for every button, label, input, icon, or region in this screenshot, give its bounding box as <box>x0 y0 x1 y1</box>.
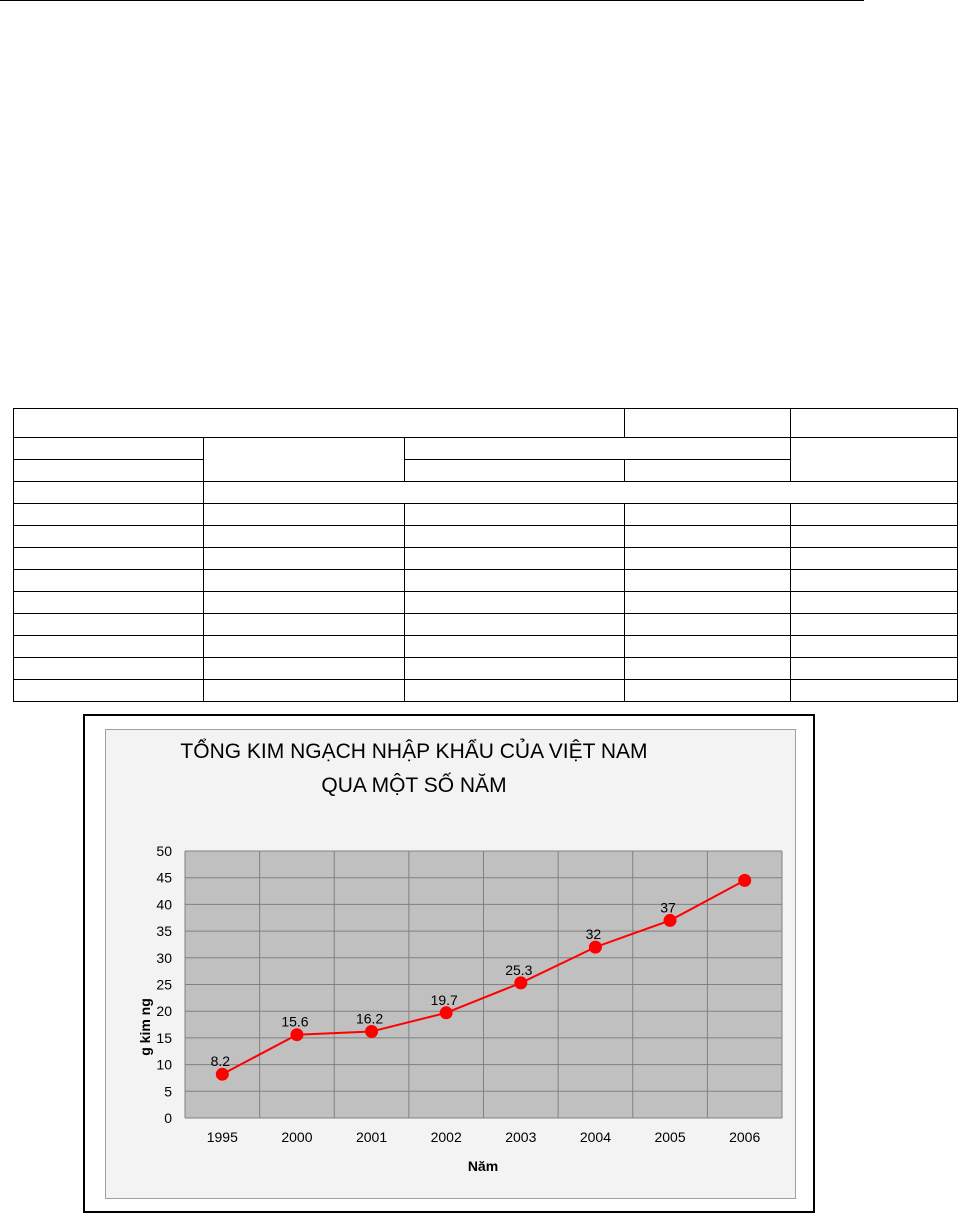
data-point <box>439 1006 453 1020</box>
x-tick-label: 2004 <box>580 1129 611 1145</box>
grid-lines <box>184 850 783 1119</box>
table-row <box>13 525 958 548</box>
y-tick-label: 40 <box>156 896 172 912</box>
table-cell <box>624 459 792 482</box>
y-tick-label: 45 <box>156 870 172 886</box>
data-point <box>215 1067 229 1081</box>
data-label: 19.7 <box>431 992 458 1008</box>
data-label: 8.2 <box>211 1053 231 1069</box>
y-tick-label: 50 <box>156 843 172 859</box>
y-tick-label: 5 <box>164 1083 172 1099</box>
y-tick-label: 10 <box>156 1057 172 1073</box>
table-row <box>13 547 958 570</box>
y-tick-label: 35 <box>156 923 172 939</box>
table-subheader-row <box>13 437 958 482</box>
x-tick-label: 2006 <box>729 1129 760 1145</box>
chart-title-line-2: QUA MỘT SỐ NĂM <box>321 773 506 797</box>
line-chart: TỔNG KIM NGẠCH NHẬP KHẨU CỦA VIỆT NAM QU… <box>137 739 783 1174</box>
table-cell <box>13 459 204 482</box>
table-row <box>13 657 958 680</box>
data-series: 8.2 15.6 16.2 19.7 25.3 32 37 <box>211 873 752 1081</box>
table-cell <box>202 481 958 504</box>
data-point <box>290 1028 304 1042</box>
series-line <box>221 879 746 1076</box>
y-tick-label: 30 <box>156 950 172 966</box>
table-cell <box>203 437 405 482</box>
table-header-cell <box>624 408 792 438</box>
data-label: 32 <box>586 926 602 942</box>
x-tick-label: 2001 <box>356 1129 387 1145</box>
data-point <box>514 976 528 990</box>
y-axis-ticks: 0 5 10 15 20 25 30 35 40 45 50 <box>156 843 172 1126</box>
chart-area: TỔNG KIM NGẠCH NHẬP KHẨU CỦA VIỆT NAM QU… <box>105 729 796 1199</box>
x-tick-label: 1995 <box>207 1129 238 1145</box>
table-cell <box>790 437 958 482</box>
table-cell <box>403 459 626 482</box>
data-label: 37 <box>660 899 676 915</box>
table-header-cell <box>12 408 626 438</box>
x-tick-label: 2003 <box>505 1129 536 1145</box>
x-tick-label: 2005 <box>654 1129 685 1145</box>
table-row <box>13 635 958 658</box>
y-tick-label: 20 <box>156 1003 172 1019</box>
y-tick-label: 0 <box>164 1110 172 1126</box>
x-axis-label: Năm <box>468 1158 498 1174</box>
table-row <box>13 591 958 614</box>
y-axis-label: g kim ng <box>137 998 153 1056</box>
table-cell <box>13 481 204 504</box>
table-header-row <box>12 408 958 438</box>
table-row <box>13 679 958 702</box>
chart-frame: TỔNG KIM NGẠCH NHẬP KHẨU CỦA VIỆT NAM QU… <box>83 714 815 1213</box>
data-table <box>12 408 958 702</box>
data-point <box>663 913 677 927</box>
table-header-cell <box>790 408 958 438</box>
x-tick-label: 2000 <box>281 1129 312 1145</box>
x-tick-label: 2002 <box>431 1129 462 1145</box>
x-axis-ticks: 1995 2000 2001 2002 2003 2004 2005 2006 <box>207 1129 761 1145</box>
data-label: 16.2 <box>356 1010 383 1026</box>
table-unit-row <box>13 481 958 504</box>
top-rule <box>0 0 864 1</box>
chart-title-line-1: TỔNG KIM NGẠCH NHẬP KHẨU CỦA VIỆT NAM <box>180 739 647 763</box>
table-cell <box>13 437 204 460</box>
table-cell <box>403 437 792 460</box>
data-point <box>738 873 752 887</box>
table-subheader-row <box>13 459 958 482</box>
data-point <box>588 940 602 954</box>
data-point <box>365 1024 379 1038</box>
y-tick-label: 15 <box>156 1030 172 1046</box>
table-row <box>13 613 958 636</box>
table-row <box>13 569 958 592</box>
table-row <box>13 503 958 526</box>
data-label: 15.6 <box>281 1014 308 1030</box>
data-label: 25.3 <box>505 962 532 978</box>
y-tick-label: 25 <box>156 977 172 993</box>
